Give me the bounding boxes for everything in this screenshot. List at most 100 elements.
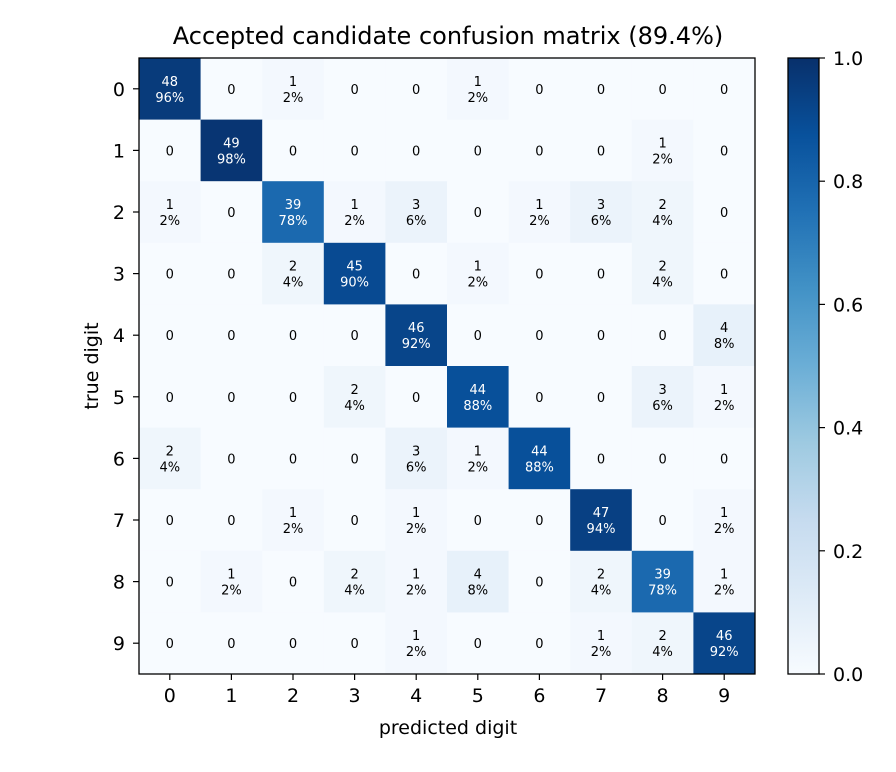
cell-count-label: 0	[474, 206, 482, 221]
cell-percent-label: 78%	[279, 214, 308, 229]
cell-count-label: 0	[289, 329, 297, 344]
heatmap-cell	[693, 612, 756, 675]
cell-percent-label: 2%	[159, 214, 180, 229]
cell-percent-label: 2%	[344, 214, 365, 229]
y-axis-label: true digit	[81, 322, 103, 409]
cell-percent-label: 4%	[344, 584, 365, 599]
heatmap-cell	[139, 119, 202, 182]
cell-count-label: 3	[412, 444, 420, 459]
heatmap-cell	[693, 550, 756, 613]
cell-count-label: 0	[289, 452, 297, 467]
heatmap-cell	[139, 550, 202, 613]
cell-count-label: 0	[474, 329, 482, 344]
cell-percent-label: 4%	[591, 584, 612, 599]
cell-count-label: 0	[474, 514, 482, 529]
cell-count-label: 3	[597, 198, 605, 213]
colorbar-tick-label: 0.8	[833, 171, 863, 193]
heatmap-cell	[262, 612, 325, 675]
cell-count-label: 0	[350, 329, 358, 344]
cell-count-label: 44	[531, 444, 548, 459]
cell-percent-label: 2%	[221, 584, 242, 599]
cell-count-label: 2	[658, 260, 666, 275]
cell-count-label: 49	[223, 136, 240, 151]
cell-count-label: 0	[412, 268, 420, 283]
heatmap-cell	[200, 366, 263, 429]
heatmap-cell	[385, 58, 448, 121]
cell-count-label: 1	[412, 506, 420, 521]
heatmap-cell	[385, 427, 448, 490]
cell-count-label: 3	[658, 383, 666, 398]
heatmap-cell	[262, 58, 325, 121]
heatmap-cell	[385, 550, 448, 613]
cell-count-label: 0	[350, 452, 358, 467]
cell-percent-label: 2%	[467, 91, 488, 106]
heatmap-cell	[385, 366, 448, 429]
cell-count-label: 2	[658, 629, 666, 644]
cell-percent-label: 6%	[406, 460, 427, 475]
cell-count-label: 1	[289, 506, 297, 521]
cell-percent-label: 2%	[406, 584, 427, 599]
heatmap-cell	[631, 119, 694, 182]
heatmap-cell	[323, 119, 386, 182]
cell-count-label: 0	[535, 514, 543, 529]
cell-count-label: 1	[658, 136, 666, 151]
heatmap-cell	[262, 550, 325, 613]
heatmap-cell	[447, 304, 510, 367]
cell-percent-label: 4%	[283, 276, 304, 291]
colorbar-tick-label: 1.0	[833, 48, 863, 70]
cell-percent-label: 2%	[714, 584, 735, 599]
heatmap-cell	[447, 366, 510, 429]
heatmap-cell	[570, 612, 633, 675]
cell-count-label: 0	[535, 391, 543, 406]
x-tick-label: 3	[349, 685, 361, 707]
heatmap-cell	[200, 119, 263, 182]
cell-count-label: 0	[720, 83, 728, 98]
cell-percent-label: 8%	[467, 584, 488, 599]
cell-count-label: 2	[350, 568, 358, 583]
cell-count-label: 44	[470, 383, 487, 398]
cell-count-label: 46	[716, 629, 733, 644]
cell-percent-label: 96%	[155, 91, 184, 106]
x-tick-label: 4	[410, 685, 422, 707]
x-tick-label: 2	[287, 685, 299, 707]
cell-count-label: 0	[350, 514, 358, 529]
cell-count-label: 0	[227, 206, 235, 221]
cell-count-label: 0	[227, 83, 235, 98]
cell-count-label: 0	[166, 391, 174, 406]
heatmap-cell	[693, 304, 756, 367]
colorbar-tick-label: 0.4	[833, 418, 863, 440]
cell-count-label: 1	[474, 444, 482, 459]
cell-count-label: 0	[720, 144, 728, 159]
cell-count-label: 1	[412, 568, 420, 583]
cell-percent-label: 2%	[283, 91, 304, 106]
cell-count-label: 0	[720, 268, 728, 283]
heatmap-cell	[631, 242, 694, 305]
cell-percent-label: 2%	[714, 399, 735, 414]
cell-percent-label: 2%	[467, 276, 488, 291]
heatmap-cell	[447, 550, 510, 613]
cell-count-label: 0	[289, 391, 297, 406]
colorbar-ticks: 0.0 0.2 0.4 0.6 0.8 1.0	[819, 48, 863, 686]
cell-count-label: 48	[162, 75, 179, 90]
cell-count-label: 0	[597, 329, 605, 344]
cell-percent-label: 2%	[591, 645, 612, 660]
heatmap-cell	[570, 119, 633, 182]
heatmap-cell	[385, 119, 448, 182]
heatmap-cell	[262, 366, 325, 429]
cell-count-label: 1	[227, 568, 235, 583]
cell-count-label: 1	[289, 75, 297, 90]
heatmap-cell	[139, 304, 202, 367]
heatmap-cell	[385, 242, 448, 305]
y-tick-label: 3	[113, 264, 125, 286]
cell-count-label: 2	[289, 260, 297, 275]
heatmap-cell	[693, 366, 756, 429]
cell-count-label: 0	[166, 268, 174, 283]
heatmap-cell	[139, 427, 202, 490]
cell-count-label: 0	[227, 514, 235, 529]
x-axis-label: predicted digit	[379, 717, 517, 739]
heatmap-cell	[262, 181, 325, 244]
heatmap-cell	[200, 58, 263, 121]
cell-count-label: 0	[289, 144, 297, 159]
heatmap-cell	[631, 489, 694, 552]
y-tick-label: 8	[113, 572, 125, 594]
